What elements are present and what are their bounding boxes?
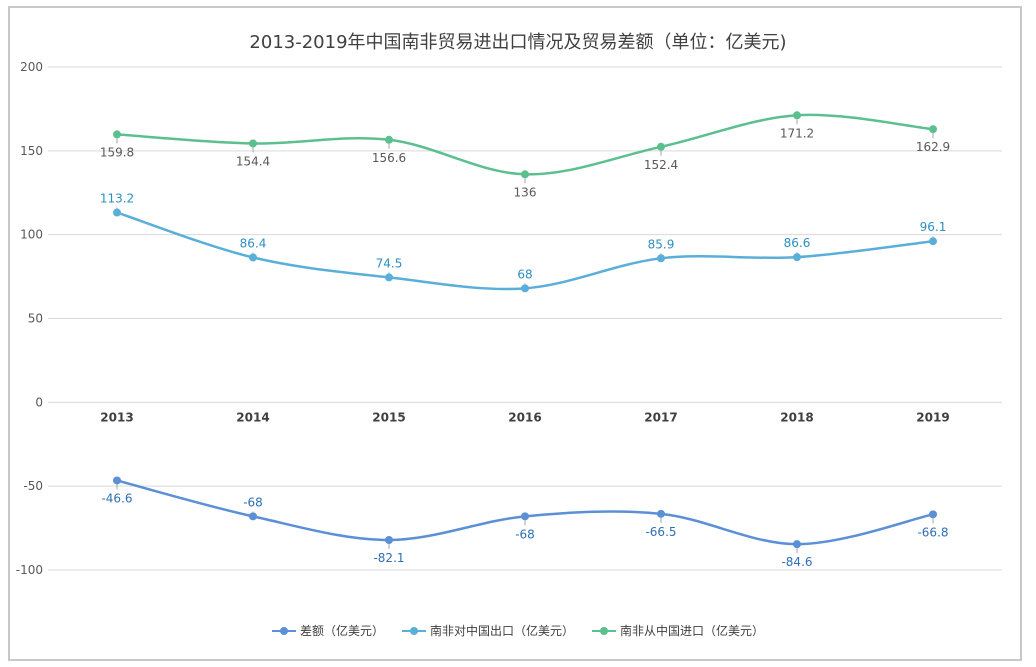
- x-tick-label: 2019: [916, 410, 949, 424]
- data-point-balance: [929, 510, 937, 519]
- data-point-balance: [657, 509, 665, 518]
- y-tick-label: 0: [35, 395, 43, 409]
- x-tick-label: 2016: [508, 410, 541, 424]
- y-tick-label: -100: [16, 563, 43, 577]
- data-point-imports: [657, 142, 665, 151]
- data-label-balance: -82.1: [373, 551, 404, 565]
- data-label-imports: 136: [514, 185, 537, 199]
- data-point-imports: [793, 111, 801, 120]
- data-label-exports: 86.4: [240, 236, 267, 250]
- data-point-imports: [249, 139, 257, 148]
- chart-frame: [8, 6, 1022, 661]
- data-label-imports: 154.4: [236, 154, 270, 168]
- data-label-exports: 86.6: [784, 236, 811, 250]
- x-tick-label: 2014: [236, 410, 269, 424]
- data-label-balance: -66.5: [645, 525, 676, 539]
- data-point-balance: [793, 540, 801, 549]
- data-label-balance: -66.8: [917, 525, 948, 539]
- data-label-exports: 96.1: [920, 220, 947, 234]
- data-label-imports: 152.4: [644, 158, 678, 172]
- data-label-imports: 162.9: [916, 140, 950, 154]
- x-tick-label: 2018: [780, 410, 813, 424]
- chart-legend: 差额（亿美元） 南非对中国出口（亿美元） 南非从中国进口（亿美元）: [0, 622, 1036, 639]
- data-point-exports: [929, 237, 937, 246]
- data-label-imports: 171.2: [780, 126, 814, 140]
- data-label-imports: 156.6: [372, 151, 406, 165]
- data-label-balance: -68: [515, 527, 535, 541]
- legend-item-imports[interactable]: 南非从中国进口（亿美元）: [592, 622, 764, 639]
- data-label-exports: 85.9: [648, 237, 675, 251]
- data-label-balance: -46.6: [101, 491, 132, 505]
- y-tick-label: 100: [20, 228, 43, 242]
- legend-swatch-exports: [401, 626, 426, 636]
- data-point-exports: [249, 253, 257, 262]
- data-point-exports: [113, 208, 121, 217]
- y-tick-label: 50: [28, 312, 43, 326]
- data-point-balance: [521, 512, 529, 521]
- y-tick-label: 200: [20, 60, 43, 74]
- legend-label-imports: 南非从中国进口（亿美元）: [620, 624, 765, 638]
- data-point-exports: [521, 284, 529, 293]
- legend-item-exports[interactable]: 南非对中国出口（亿美元）: [401, 622, 574, 639]
- data-label-exports: 68: [517, 267, 532, 281]
- x-tick-label: 2017: [644, 410, 677, 424]
- y-tick-label: -50: [23, 479, 43, 493]
- x-tick-label: 2013: [100, 410, 133, 424]
- y-tick-label: 150: [20, 144, 43, 158]
- chart-title: 2013-2019年中国南非贸易进出口情况及贸易差额（单位：亿美元): [249, 32, 787, 53]
- legend-label-exports: 南非对中国出口（亿美元）: [429, 624, 574, 638]
- legend-swatch-imports: [592, 626, 616, 636]
- data-point-imports: [521, 170, 529, 179]
- data-label-balance: -84.6: [781, 555, 812, 569]
- legend-swatch-balance: [271, 626, 296, 636]
- data-point-imports: [929, 125, 937, 134]
- data-label-exports: 113.2: [100, 192, 134, 206]
- data-point-balance: [113, 476, 121, 485]
- x-tick-label: 2015: [372, 410, 405, 424]
- legend-label-balance: 差额（亿美元）: [299, 624, 384, 638]
- data-point-exports: [793, 253, 801, 262]
- data-label-exports: 74.5: [376, 256, 403, 270]
- data-point-balance: [249, 512, 257, 521]
- data-label-balance: -68: [243, 495, 263, 509]
- data-point-imports: [385, 135, 393, 144]
- data-point-imports: [113, 130, 121, 139]
- data-label-imports: 159.8: [100, 145, 134, 159]
- data-point-balance: [385, 535, 393, 544]
- data-point-exports: [385, 273, 393, 282]
- data-point-exports: [657, 254, 665, 263]
- legend-item-balance[interactable]: 差额（亿美元）: [271, 622, 384, 639]
